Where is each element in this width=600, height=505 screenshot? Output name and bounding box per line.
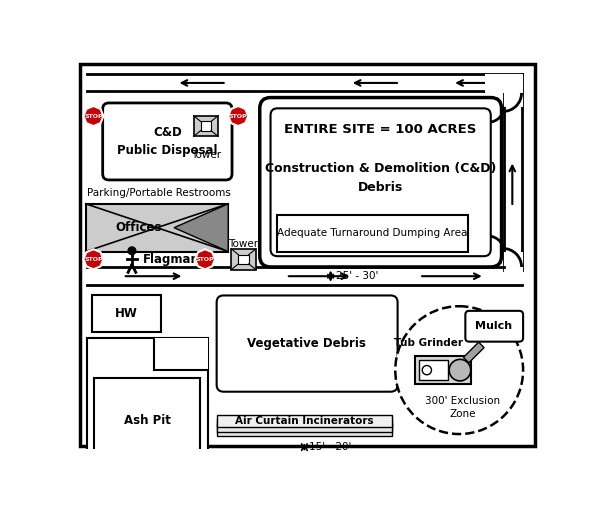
FancyBboxPatch shape	[271, 109, 491, 256]
Text: STOP: STOP	[196, 257, 214, 262]
Text: 300' Exclusion
Zone: 300' Exclusion Zone	[425, 395, 500, 419]
Bar	[94, 378, 200, 465]
Bar	[86, 338, 208, 473]
Text: Air Curtain Incinerators: Air Curtain Incinerators	[235, 416, 374, 426]
Text: Ash Pit: Ash Pit	[124, 415, 171, 427]
Bar	[200, 122, 211, 131]
FancyBboxPatch shape	[260, 97, 502, 267]
Bar	[154, 338, 208, 370]
Bar	[217, 420, 392, 432]
Text: Mulch: Mulch	[475, 321, 512, 331]
Text: Parking/Portable Restrooms: Parking/Portable Restrooms	[86, 188, 230, 197]
Polygon shape	[83, 249, 103, 269]
Text: STOP: STOP	[229, 114, 248, 119]
Bar	[217, 424, 392, 436]
Text: Vegetative Debris: Vegetative Debris	[247, 337, 366, 349]
Text: C&D
Public Disposal: C&D Public Disposal	[117, 126, 218, 157]
Polygon shape	[463, 342, 484, 363]
FancyBboxPatch shape	[103, 103, 232, 180]
Text: Construction & Demolition (C&D)
Debris: Construction & Demolition (C&D) Debris	[265, 163, 496, 194]
Bar	[504, 74, 523, 107]
Circle shape	[449, 360, 471, 381]
Bar	[277, 215, 467, 251]
Text: Flagman: Flagman	[143, 253, 200, 266]
Polygon shape	[228, 106, 248, 126]
Text: 15' - 20': 15' - 20'	[309, 442, 352, 452]
Text: Tub Grinder: Tub Grinder	[394, 338, 463, 348]
Polygon shape	[195, 249, 215, 269]
Bar	[92, 295, 161, 332]
Polygon shape	[83, 106, 103, 126]
Text: Offices: Offices	[115, 221, 161, 234]
FancyBboxPatch shape	[217, 295, 398, 392]
Text: Tower: Tower	[229, 239, 259, 249]
Circle shape	[395, 306, 523, 434]
Bar	[485, 74, 504, 93]
Text: HW: HW	[115, 308, 138, 321]
FancyBboxPatch shape	[466, 311, 523, 342]
Bar	[415, 357, 471, 384]
Text: Adequate Turnaround Dumping Area: Adequate Turnaround Dumping Area	[277, 228, 467, 238]
Polygon shape	[174, 204, 228, 251]
Text: 25' - 30': 25' - 30'	[336, 271, 379, 281]
Text: STOP: STOP	[84, 114, 103, 119]
Bar	[86, 204, 228, 251]
Bar	[194, 116, 218, 136]
Text: Tower: Tower	[191, 150, 221, 160]
Bar	[504, 251, 523, 285]
Text: ENTIRE SITE = 100 ACRES: ENTIRE SITE = 100 ACRES	[284, 123, 477, 136]
Bar	[419, 360, 448, 380]
Bar	[217, 415, 392, 427]
Text: STOP: STOP	[84, 257, 103, 262]
Bar	[238, 255, 249, 264]
Bar	[231, 249, 256, 270]
Circle shape	[128, 247, 136, 255]
Circle shape	[422, 366, 431, 375]
